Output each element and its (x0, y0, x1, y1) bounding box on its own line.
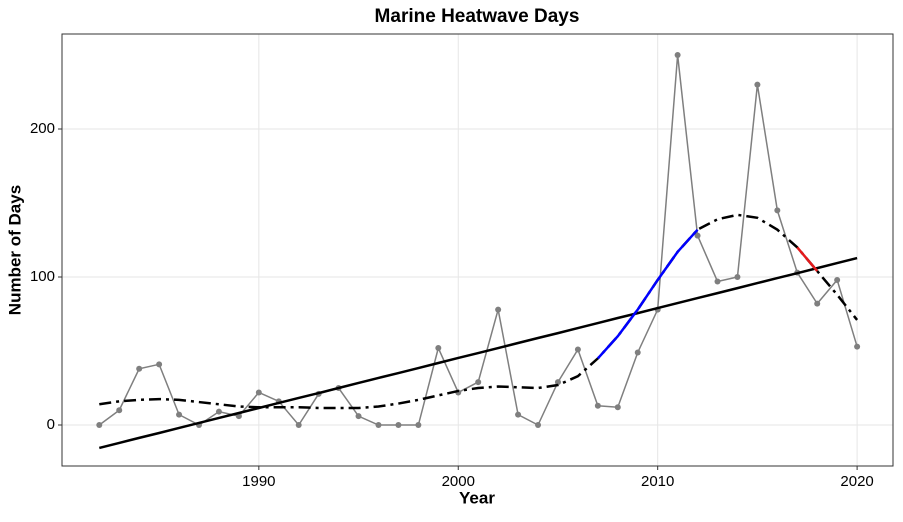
data-point (96, 422, 103, 429)
data-point (255, 389, 262, 396)
plot-border (61, 33, 894, 467)
data-point (774, 207, 781, 214)
x-tick-label: 2010 (641, 473, 674, 490)
data-point (136, 365, 143, 372)
x-tick-label: 2020 (840, 473, 873, 490)
series-line (596, 228, 699, 360)
data-point (495, 306, 502, 313)
data-point (215, 408, 222, 415)
data-point (355, 413, 362, 420)
chart-title: Marine Heatwave Days (375, 6, 580, 27)
data-point (515, 411, 522, 418)
series-line (99, 213, 859, 410)
data-point (614, 404, 621, 411)
data-point (415, 422, 422, 429)
series-line (98, 256, 858, 450)
data-point (295, 422, 302, 429)
data-point (375, 422, 382, 429)
data-point (754, 81, 761, 88)
x-tick-label: 2000 (442, 473, 475, 490)
series-line (796, 246, 819, 272)
data-point (734, 274, 741, 281)
data-point (694, 232, 701, 239)
x-tick-label: 1990 (242, 473, 275, 490)
data-point (176, 411, 183, 418)
y-tick-label: 0 (47, 416, 55, 433)
data-point (714, 278, 721, 285)
data-point (475, 379, 482, 386)
data-point (574, 346, 581, 353)
y-axis-label: Number of Days (5, 185, 24, 315)
data-point (834, 276, 841, 283)
y-tick-label: 100 (30, 268, 55, 285)
data-point (814, 300, 821, 307)
x-axis-label: Year (459, 488, 495, 507)
data-point (554, 379, 561, 386)
data-point (535, 422, 542, 429)
data-point (854, 343, 861, 350)
y-tick-label: 200 (30, 120, 55, 137)
data-point (634, 349, 641, 356)
data-point (116, 407, 123, 414)
data-point (594, 402, 601, 409)
data-point (156, 361, 163, 368)
data-point (435, 345, 442, 352)
data-point (395, 422, 402, 429)
data-point (674, 52, 681, 59)
